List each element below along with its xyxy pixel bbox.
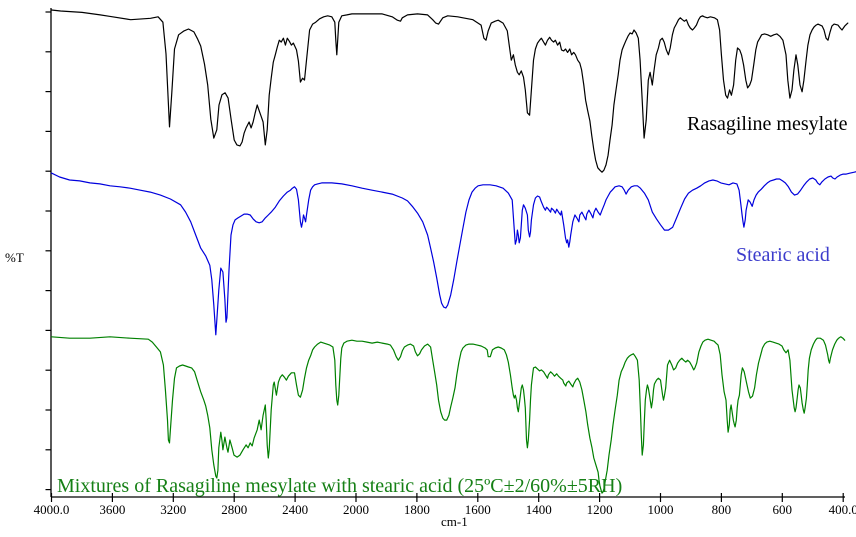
x-tick-label: 800 — [711, 502, 732, 517]
x-tick-label: 1600 — [464, 502, 491, 517]
x-tick-label: 1800 — [403, 502, 430, 517]
series-label-stearic-acid: Stearic acid — [736, 244, 830, 266]
series-label-mixture: Mixtures of Rasagiline mesylate with ste… — [57, 475, 623, 497]
y-axis-label: %T — [5, 250, 24, 265]
x-tick-label: 2400 — [282, 502, 309, 517]
spectrum-rasagiline-mesylate — [50, 9, 849, 173]
x-tick-label: 1000 — [647, 502, 674, 517]
x-axis-label: cm-1 — [441, 514, 468, 529]
x-axis-tick-labels: 4000.0 3600 3200 2800 2400 2000 1800 1600 1400 12… — [0, 502, 856, 518]
x-tick-label: 3200 — [160, 502, 187, 517]
series-label-rasagiline-mesylate: Rasagiline mesylate — [687, 113, 848, 135]
x-tick-label: 1400 — [525, 502, 552, 517]
spectrum-stearic-acid — [50, 171, 856, 336]
x-tick-label: 3600 — [99, 502, 126, 517]
spectrum-mixture — [50, 336, 846, 494]
x-tick-label: 2000 — [343, 502, 369, 517]
x-tick-label: 600 — [772, 502, 793, 517]
x-tick-label: 1200 — [586, 502, 613, 517]
x-tick-label: 400.0 — [828, 502, 856, 517]
x-tick-label: 2800 — [221, 502, 248, 517]
x-tick-label: 4000.0 — [33, 502, 70, 517]
